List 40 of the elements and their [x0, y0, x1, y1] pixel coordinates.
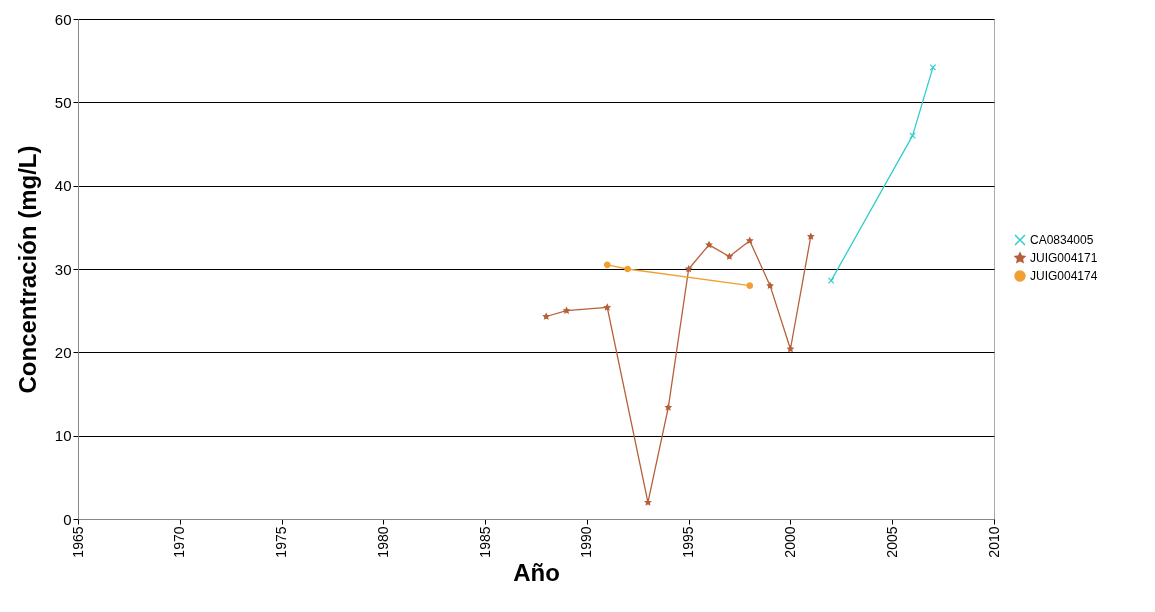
point — [542, 313, 550, 320]
x-axis-title: Año — [513, 558, 560, 586]
point — [563, 307, 570, 314]
point — [624, 265, 631, 273]
x-tick-label: 1965 — [69, 526, 86, 558]
legend-label: JUIG004171 — [1030, 251, 1098, 265]
y-axis-title: Concentración (mg/L) — [13, 145, 41, 394]
x-tick-label: 1985 — [476, 526, 493, 558]
legend-label: JUIG004174 — [1030, 269, 1098, 283]
point — [685, 265, 692, 272]
point — [604, 303, 611, 311]
y-tick-label: 10 — [54, 427, 72, 445]
y-tick-label: 30 — [54, 260, 72, 278]
x-tick-label: 2010 — [985, 526, 1002, 558]
y-tick-label: 40 — [54, 177, 72, 195]
point — [807, 233, 814, 240]
x-tick-label: 1995 — [680, 526, 697, 558]
x-tick-label: 1975 — [273, 526, 290, 558]
point — [726, 253, 733, 260]
point — [909, 132, 916, 140]
legend-label: CA0834005 — [1030, 233, 1094, 247]
point — [766, 282, 774, 289]
x-tick-label: 1980 — [374, 526, 391, 558]
y-tick-label: 50 — [54, 93, 72, 111]
point — [746, 237, 753, 244]
point — [603, 261, 611, 269]
point — [665, 403, 672, 411]
x-tick-label: 1990 — [578, 526, 595, 558]
point — [787, 345, 794, 352]
x-tick-label: 2000 — [781, 526, 798, 558]
y-tick-label: 20 — [54, 343, 72, 361]
y-tick-label: 0 — [63, 510, 72, 528]
x-tick-label: 2005 — [883, 526, 900, 558]
point — [644, 498, 652, 506]
point — [929, 63, 937, 71]
point — [827, 277, 835, 285]
x-tick-label: 1970 — [171, 526, 188, 558]
point — [746, 282, 754, 289]
y-tick-label: 60 — [54, 10, 72, 28]
point — [705, 241, 713, 248]
